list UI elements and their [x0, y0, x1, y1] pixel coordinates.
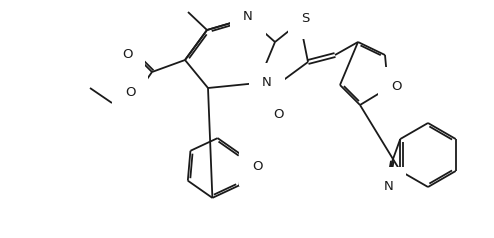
Text: O: O	[273, 108, 283, 120]
Text: O: O	[252, 160, 263, 173]
Text: O: O	[122, 49, 132, 61]
Text: N: N	[383, 180, 393, 193]
Text: N: N	[243, 10, 253, 24]
Text: O: O	[391, 80, 401, 94]
Text: N: N	[262, 76, 272, 89]
Text: O: O	[125, 85, 135, 99]
Text: S: S	[301, 13, 309, 25]
